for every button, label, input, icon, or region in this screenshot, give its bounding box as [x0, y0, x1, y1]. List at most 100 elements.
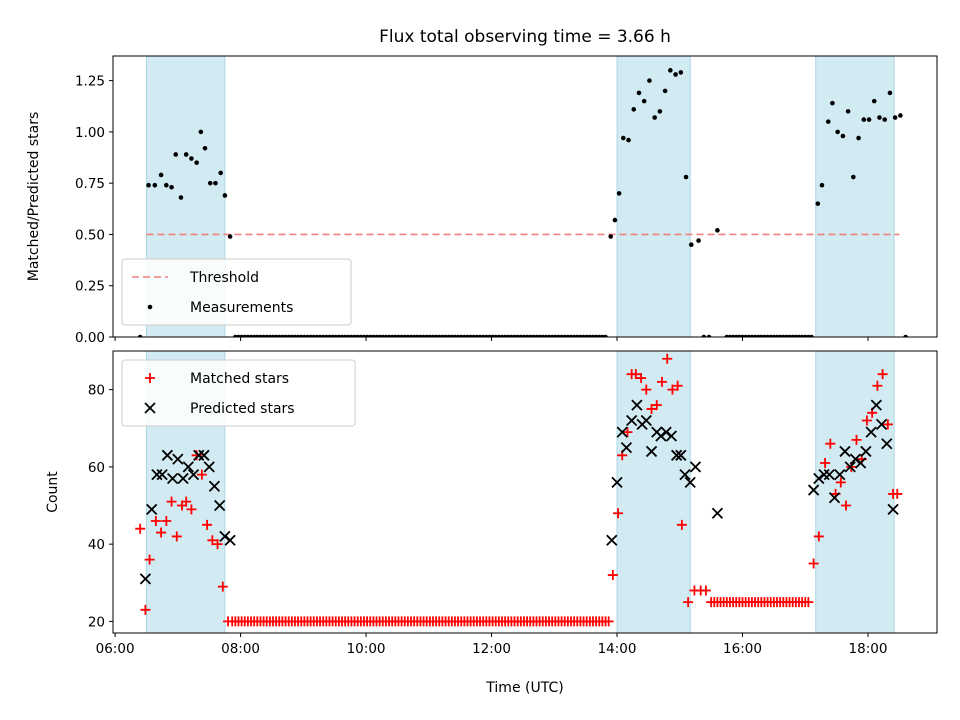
measurement-point: [164, 182, 169, 188]
matched-star-point: [641, 384, 652, 395]
predicted-star-point: [219, 530, 231, 543]
x-tick-label: 14:00: [598, 641, 637, 657]
measurement-point: [183, 152, 189, 157]
measurement-point: [169, 184, 174, 190]
matched-star-point: [841, 500, 852, 511]
measurement-point: [152, 182, 158, 188]
legend-box: [121, 258, 352, 326]
measurement-point: [173, 152, 179, 157]
predicted-star-point: [849, 453, 862, 465]
predicted-star-point: [881, 438, 893, 450]
measurement-point: [809, 334, 814, 337]
measurement-point: [825, 119, 831, 124]
matched-star-point: [646, 403, 657, 414]
matched-star-point: [196, 469, 207, 480]
predicted-star-point: [675, 449, 687, 461]
measurement-point: [815, 201, 821, 206]
legend-label: Matched stars: [190, 371, 289, 387]
measurement-point: [877, 115, 882, 120]
predicted-star-point: [807, 484, 820, 496]
matched-star-point: [882, 419, 893, 430]
matched-star-point: [607, 570, 618, 581]
legend: Matched stars Predicted stars: [121, 359, 356, 427]
predicted-star-point: [177, 472, 189, 485]
x-tick-label: 18:00: [849, 641, 888, 657]
x-tick-label: 06:00: [96, 641, 135, 657]
matched-star-point: [820, 458, 831, 469]
predicted-star-point: [151, 468, 163, 481]
matched-star-point: [212, 539, 223, 550]
chart-title: Flux total observing time = 3.66 h: [379, 27, 671, 47]
predicted-star-point: [198, 449, 210, 461]
x-tick-label: 10:00: [347, 641, 386, 657]
predicted-star-point: [670, 449, 683, 461]
measurement-point: [626, 137, 631, 143]
y-tick-label: 20: [88, 614, 105, 630]
measurement-point: [851, 174, 856, 180]
predicted-star-point: [655, 430, 667, 442]
measurement-point: [835, 129, 840, 135]
measurement-point: [819, 182, 825, 188]
measurement-point: [882, 117, 888, 122]
measurement-point: [903, 334, 908, 337]
y-tick-label: 0.25: [75, 279, 105, 295]
measurement-point: [861, 117, 867, 122]
predicted-star-point: [631, 399, 643, 411]
measurement-point: [657, 109, 663, 114]
matched-star-point: [217, 581, 228, 592]
predicted-star-point: [193, 449, 205, 461]
matched-star-point: [636, 373, 647, 384]
matched-star-point: [813, 531, 824, 542]
matched-star-point: [603, 616, 614, 627]
measurement-point: [620, 135, 626, 141]
matched-star-point: [825, 438, 836, 449]
matched-star-point: [835, 477, 846, 488]
matched-star-point: [144, 554, 155, 565]
predicted-star-point: [887, 503, 899, 516]
predicted-star-point: [626, 414, 638, 427]
axes-frame: [112, 350, 938, 634]
matched-star-point: [613, 508, 624, 519]
legend-measurement-swatch: [147, 304, 153, 310]
measurement-point: [652, 115, 657, 120]
matched-star-point: [851, 434, 862, 445]
measurement-point: [701, 334, 707, 337]
y-tick-label: 80: [88, 383, 105, 399]
measurement-point: [158, 172, 164, 178]
measurement-point: [830, 100, 835, 106]
observing-interval-band: [815, 56, 895, 337]
predicted-star-point: [828, 492, 841, 504]
matched-star-point: [808, 558, 819, 569]
y-tick-label: 0.75: [75, 176, 105, 192]
predicted-star-point: [611, 476, 623, 488]
measurement-point: [222, 193, 228, 198]
x-tick-label: 16:00: [723, 641, 762, 657]
matched-star-point: [140, 604, 151, 615]
measurement-point: [673, 72, 678, 77]
measurement-point: [189, 156, 194, 161]
matched-star-point: [166, 496, 177, 507]
predicted-star-point: [684, 476, 696, 488]
matched-star-point: [207, 535, 218, 546]
y-tick-label: 1.00: [75, 125, 105, 141]
measurement-point: [146, 182, 151, 188]
measurement-point: [641, 98, 647, 104]
predicted-star-point: [203, 461, 215, 473]
x-axis-label: Time (UTC): [485, 680, 563, 696]
legend: Threshold Measurements: [121, 258, 352, 326]
measurement-point: [647, 78, 652, 83]
y-tick-label: 0.50: [75, 227, 105, 243]
predicted-star-point: [823, 468, 835, 481]
matched-star-point: [186, 504, 197, 515]
legend-matched-swatch: [145, 373, 155, 383]
legend-label: Measurements: [190, 300, 293, 316]
measurement-point: [845, 109, 851, 114]
predicted-star-point: [844, 461, 856, 473]
predicted-star-point: [187, 468, 200, 481]
measurement-point: [213, 180, 218, 186]
matched-star-point: [676, 519, 687, 530]
predicted-star-point: [860, 445, 872, 458]
measurement-point: [887, 90, 893, 96]
predicted-star-point: [139, 573, 152, 585]
predicted-star-point: [839, 445, 851, 458]
